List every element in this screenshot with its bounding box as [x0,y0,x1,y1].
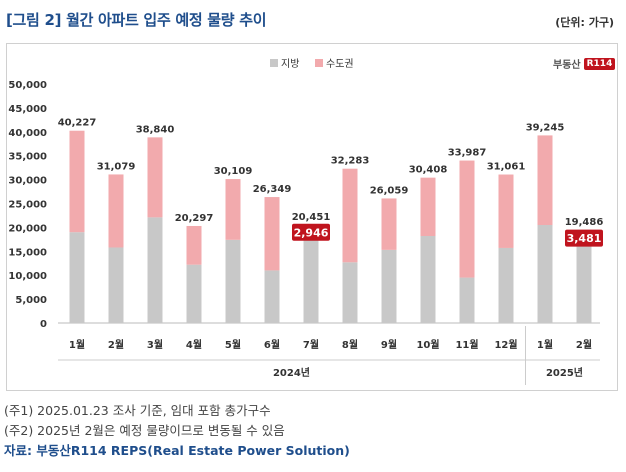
bar-local [147,217,163,323]
footnote-2: (주2) 2025년 2월은 예정 물량이므로 변동될 수 있음 [4,423,285,438]
total-label: 30,408 [409,165,448,176]
bar-local [342,262,358,323]
legend-swatch-capital [315,59,323,67]
total-label: 30,109 [214,166,253,177]
bar-capital [381,198,397,250]
x-tick-label: 7월 [303,339,319,351]
bar-local [537,225,553,323]
bar-capital [225,179,241,240]
highlight-label: 3,481 [567,232,602,245]
x-tick-label: 12월 [494,339,517,351]
brand-logo: 부동산 R114 [553,56,616,71]
x-tick-label: 2월 [576,339,592,351]
bar-local [576,246,592,323]
total-label: 20,451 [292,212,331,223]
y-tick-label: 15,000 [8,247,47,258]
x-tick-label: 11월 [455,339,478,351]
y-tick-label: 10,000 [8,271,47,282]
highlight-label: 2,946 [294,226,329,239]
legend-label-capital: 수도권 [326,58,354,70]
bar-local [69,232,85,323]
x-tick-label: 2월 [108,339,124,351]
total-label: 40,227 [58,118,97,129]
bar-capital [342,168,358,263]
footnote-1: (주1) 2025.01.23 조사 기준, 임대 포함 총가구수 [4,403,271,418]
x-tick-label: 3월 [147,339,163,351]
group-label: 2024년 [273,366,310,379]
bar-capital [186,225,202,265]
y-tick-label: 30,000 [8,176,47,187]
bar-capital [108,174,124,248]
bar-local [108,247,124,323]
x-tick-label: 1월 [537,339,553,351]
total-label: 26,349 [253,184,292,195]
total-label: 20,297 [175,213,214,224]
x-tick-label: 10월 [416,339,439,351]
y-tick-label: 45,000 [8,104,47,115]
x-tick-label: 6월 [264,339,280,351]
y-tick-label: 25,000 [8,200,47,211]
bar-local [264,270,280,323]
group-label: 2025년 [546,366,583,379]
y-tick-label: 20,000 [8,223,47,234]
total-label: 26,059 [370,185,409,196]
bar-local [381,249,397,323]
y-tick-label: 5,000 [15,295,47,306]
bar-local [225,239,241,323]
bar-local [420,236,436,323]
bar-local [498,247,514,323]
legend-swatch-local [270,59,278,67]
total-label: 32,283 [331,156,370,167]
total-label: 31,079 [97,161,136,172]
y-tick-label: 40,000 [8,128,47,139]
total-label: 33,987 [448,148,487,159]
bar-capital [498,174,514,248]
source-note: 자료: 부동산R114 REPS(Real Estate Power Solut… [4,443,350,458]
bar-capital [147,137,163,218]
x-tick-label: 9월 [381,339,397,351]
bar-local [186,264,202,323]
total-label: 31,061 [487,162,526,173]
x-tick-label: 1월 [69,339,85,351]
chart-frame [6,43,618,391]
bar-capital [264,197,280,271]
bar-capital [69,130,85,233]
x-tick-label: 4월 [186,339,202,351]
bar-capital [420,177,436,237]
footnotes: (주1) 2025.01.23 조사 기준, 임대 포함 총가구수 (주2) 2… [4,401,350,461]
total-label: 19,486 [565,217,604,228]
y-tick-label: 35,000 [8,152,47,163]
bar-local [303,239,319,323]
figure-title: [그림 2] 월간 아파트 입주 예정 물량 추이 [6,11,267,29]
y-tick-label: 50,000 [8,80,47,91]
bar-local [459,277,475,323]
legend-label-local: 지방 [281,58,299,70]
x-tick-label: 5월 [225,339,241,351]
highlight-badge [565,229,603,247]
unit-label: (단위: 가구) [555,16,614,29]
highlight-badge [292,223,330,241]
y-tick-label: 0 [40,319,47,330]
stacked-bar-chart: 0 5,000 10,000 15,000 20,000 25,000 30,000 35,0… [8,58,604,385]
x-tick-label: 8월 [342,339,358,351]
brand-name: 부동산 [553,60,581,71]
bar-capital [537,135,553,226]
total-label: 38,840 [136,124,175,135]
brand-mark: R114 [583,57,616,70]
total-label: 39,245 [526,122,565,133]
bar-capital [459,160,475,278]
